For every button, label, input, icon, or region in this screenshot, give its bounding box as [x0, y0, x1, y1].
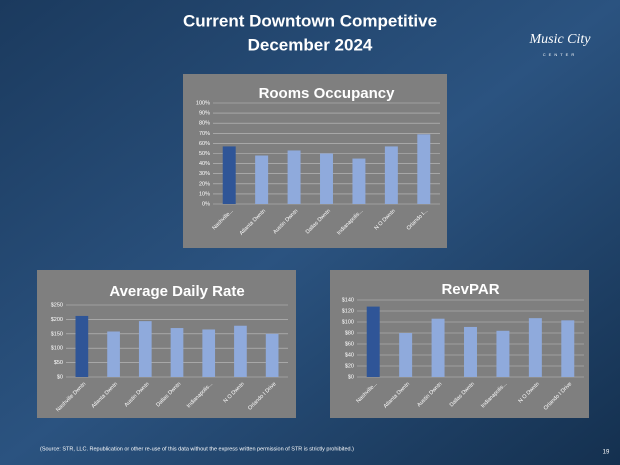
y-tick-label: $200 [51, 317, 63, 323]
y-tick-label: $50 [54, 360, 63, 366]
bar [75, 315, 89, 377]
logo-sub: CENTER [543, 52, 577, 57]
slide-subtitle: December 2024 [248, 35, 373, 54]
page-number: 19 [603, 450, 610, 456]
logo: Music City [528, 32, 591, 47]
bar [138, 321, 152, 377]
y-tick-label: $120 [342, 308, 354, 314]
bar [352, 158, 366, 204]
bar [496, 330, 510, 377]
y-tick-label: 20% [199, 181, 210, 187]
y-tick-label: $0 [348, 374, 354, 380]
bar [384, 146, 398, 204]
source-note: (Source: STR, LLC. Republication or othe… [40, 446, 354, 452]
bar [366, 306, 380, 377]
chart-title: Rooms Occupancy [259, 85, 396, 102]
bar [265, 333, 279, 377]
y-tick-label: $60 [345, 341, 354, 347]
bar [202, 329, 216, 377]
y-tick-label: 10% [199, 191, 210, 197]
y-tick-label: 40% [199, 161, 210, 167]
y-tick-label: $100 [51, 346, 63, 352]
y-tick-label: 50% [199, 151, 210, 157]
bar [170, 328, 184, 377]
y-tick-label: 90% [199, 111, 210, 117]
y-tick-label: 30% [199, 171, 210, 177]
y-tick-label: 60% [199, 141, 210, 147]
bar [320, 153, 333, 204]
y-tick-label: $250 [51, 302, 63, 308]
chart-title: Average Daily Rate [109, 283, 244, 300]
y-tick-label: $20 [345, 363, 354, 369]
y-tick-label: $40 [345, 352, 354, 358]
y-tick-label: 0% [202, 201, 210, 207]
bar [561, 320, 575, 377]
bar [255, 155, 269, 204]
bar [287, 150, 301, 204]
y-tick-label: 100% [196, 100, 210, 106]
bar [234, 325, 247, 377]
y-tick-label: 80% [199, 121, 210, 127]
y-tick-label: $150 [51, 331, 63, 337]
bar [431, 318, 445, 377]
slide-title: Current Downtown Competitive [183, 11, 437, 30]
bar [417, 134, 431, 204]
y-tick-label: $80 [345, 330, 354, 336]
y-tick-label: 70% [199, 131, 210, 137]
chart-title: RevPAR [441, 281, 499, 298]
bar [107, 331, 120, 377]
bar [222, 146, 236, 204]
bar [399, 333, 413, 377]
y-tick-label: $100 [342, 319, 354, 325]
bar [464, 326, 477, 377]
y-tick-label: $140 [342, 297, 354, 303]
y-tick-label: $0 [57, 374, 63, 380]
bar [528, 318, 542, 377]
